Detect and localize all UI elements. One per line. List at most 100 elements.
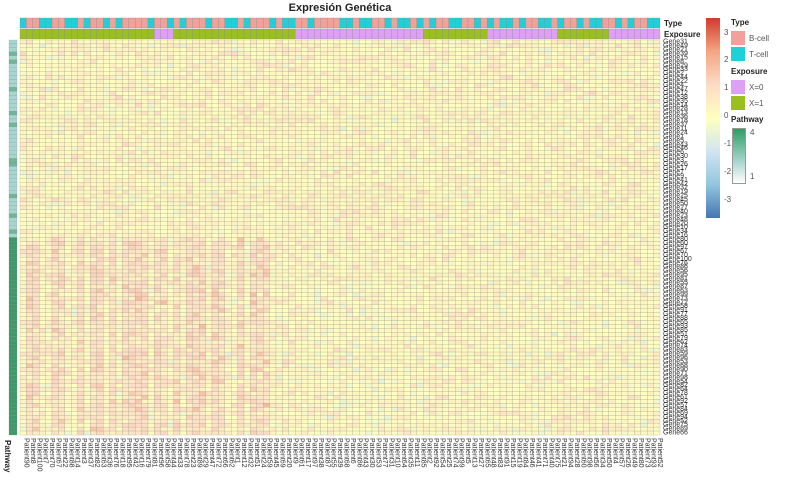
heatmap-cell xyxy=(314,150,321,155)
heatmap-cell xyxy=(77,162,85,167)
heatmap-cell xyxy=(122,47,129,52)
heatmap-cell xyxy=(269,193,277,199)
heatmap-cell xyxy=(231,193,238,199)
heatmap-cell xyxy=(295,83,302,88)
heatmap-cell xyxy=(461,95,469,100)
heatmap-cell xyxy=(147,39,155,45)
heatmap-cell xyxy=(634,189,641,195)
heatmap-cell xyxy=(179,182,187,187)
heatmap-cell xyxy=(231,83,238,88)
heatmap-cell xyxy=(442,83,449,88)
exposure-annotation-cell xyxy=(640,28,648,40)
heatmap-cell xyxy=(128,170,136,175)
exposure-annotation-cell xyxy=(595,28,603,40)
heatmap-cell xyxy=(39,63,46,68)
heatmap-cell xyxy=(448,75,456,80)
pathway-annotation-cell xyxy=(8,47,18,52)
heatmap-cell xyxy=(429,154,437,159)
heatmap-cell xyxy=(621,103,629,108)
heatmap-cell xyxy=(480,193,488,199)
heatmap-cell xyxy=(589,63,597,68)
heatmap-cell xyxy=(474,118,481,124)
heatmap-cell xyxy=(595,43,603,49)
heatmap-cell xyxy=(282,47,289,52)
heatmap-cell xyxy=(250,201,257,207)
heatmap-cell xyxy=(346,174,353,179)
heatmap-cell xyxy=(429,189,437,195)
heatmap-cell xyxy=(378,114,385,120)
heatmap-cell xyxy=(640,205,648,210)
heatmap-cell xyxy=(448,158,456,163)
heatmap-cell xyxy=(147,142,155,147)
heatmap-cell xyxy=(154,91,161,96)
heatmap-cell xyxy=(32,130,40,135)
heatmap-cell xyxy=(557,39,565,45)
heatmap-cell xyxy=(39,158,46,163)
heatmap-cell xyxy=(493,118,501,124)
heatmap-cell xyxy=(211,130,219,135)
heatmap-cell xyxy=(96,182,104,187)
heatmap-cell xyxy=(378,118,385,124)
heatmap-cell xyxy=(327,43,334,49)
heatmap-cell xyxy=(627,189,635,195)
heatmap-cell xyxy=(141,107,149,112)
heatmap-cell xyxy=(154,174,161,179)
heatmap-cell xyxy=(26,217,33,222)
heatmap-cell xyxy=(589,134,597,139)
heatmap-cell xyxy=(576,186,584,191)
pathway-annotation-cell xyxy=(8,126,18,131)
heatmap-cell xyxy=(109,154,117,159)
heatmap-cell xyxy=(26,150,33,155)
heatmap-cell xyxy=(506,221,513,226)
heatmap-cell xyxy=(653,217,661,222)
heatmap-cell xyxy=(160,63,168,68)
heatmap-cell xyxy=(423,39,430,45)
heatmap-cell xyxy=(608,174,616,179)
heatmap-cell xyxy=(461,103,469,108)
heatmap-cell xyxy=(199,103,206,108)
exposure-annotation-cell xyxy=(576,28,584,40)
heatmap-cell xyxy=(583,162,590,167)
pathway-annotation-cell xyxy=(8,103,18,108)
heatmap-cell xyxy=(218,205,225,210)
heatmap-cell xyxy=(231,182,238,187)
heatmap-cell xyxy=(583,95,590,100)
heatmap-cell xyxy=(237,67,245,72)
heatmap-cell xyxy=(77,166,85,171)
heatmap-cell xyxy=(480,75,488,80)
type-annotation-cell xyxy=(429,17,437,29)
heatmap-cell xyxy=(211,51,219,56)
heatmap-cell xyxy=(135,83,142,88)
heatmap-cell xyxy=(90,205,97,210)
heatmap-cell xyxy=(314,118,321,124)
heatmap-cell xyxy=(499,189,507,195)
heatmap-cell xyxy=(205,39,213,45)
type-annotation-cell xyxy=(551,17,558,29)
heatmap-cell xyxy=(423,67,430,72)
heatmap-cell xyxy=(525,130,533,135)
heatmap-cell xyxy=(512,95,520,100)
heatmap-cell xyxy=(58,87,65,92)
heatmap-cell xyxy=(461,126,469,131)
heatmap-cell xyxy=(339,71,347,76)
heatmap-cell xyxy=(314,146,321,151)
heatmap-cell xyxy=(58,134,65,139)
type-annotation-cell xyxy=(243,17,251,29)
heatmap-cell xyxy=(237,209,245,214)
heatmap-cell xyxy=(263,99,270,104)
heatmap-cell xyxy=(179,174,187,179)
heatmap-cell xyxy=(224,134,232,139)
heatmap-cell xyxy=(551,134,558,139)
heatmap-cell xyxy=(135,182,142,187)
heatmap-cell xyxy=(461,130,469,135)
heatmap-cell xyxy=(448,39,456,45)
heatmap-cell xyxy=(384,79,392,84)
heatmap-cell xyxy=(231,110,238,116)
heatmap-cell xyxy=(128,122,136,128)
heatmap-cell xyxy=(615,118,622,124)
heatmap-cell xyxy=(327,95,334,100)
heatmap-cell xyxy=(231,118,238,124)
heatmap-cell xyxy=(51,39,59,45)
heatmap-cell xyxy=(224,205,232,210)
heatmap-cell xyxy=(557,47,565,52)
